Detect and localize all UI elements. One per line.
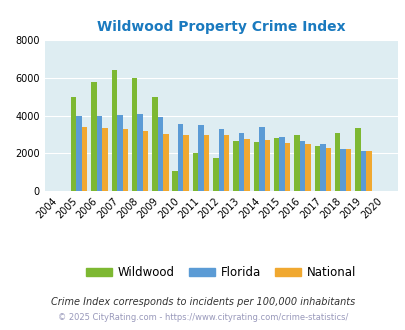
Bar — [365, 150, 371, 191]
Bar — [213, 158, 218, 191]
Bar — [334, 133, 339, 191]
Bar — [319, 144, 325, 191]
Bar — [122, 129, 128, 191]
Bar — [117, 115, 122, 191]
Bar — [345, 149, 350, 191]
Bar — [143, 131, 148, 191]
Bar — [273, 138, 279, 191]
Bar — [294, 135, 299, 191]
Bar — [279, 137, 284, 191]
Bar — [325, 148, 330, 191]
Bar — [339, 149, 345, 191]
Bar — [132, 78, 137, 191]
Bar — [253, 142, 258, 191]
Bar — [198, 125, 203, 191]
Bar — [111, 70, 117, 191]
Bar — [76, 115, 82, 191]
Bar — [183, 135, 188, 191]
Bar — [157, 117, 163, 191]
Bar — [82, 127, 87, 191]
Bar — [314, 146, 319, 191]
Bar — [163, 134, 168, 191]
Bar — [102, 128, 107, 191]
Text: Crime Index corresponds to incidents per 100,000 inhabitants: Crime Index corresponds to incidents per… — [51, 297, 354, 307]
Title: Wildwood Property Crime Index: Wildwood Property Crime Index — [97, 20, 345, 34]
Bar — [152, 96, 157, 191]
Bar — [284, 143, 290, 191]
Bar — [360, 150, 365, 191]
Bar — [299, 141, 305, 191]
Bar — [137, 114, 143, 191]
Bar — [354, 128, 360, 191]
Bar — [96, 115, 102, 191]
Text: © 2025 CityRating.com - https://www.cityrating.com/crime-statistics/: © 2025 CityRating.com - https://www.city… — [58, 313, 347, 322]
Bar — [71, 96, 76, 191]
Bar — [238, 133, 244, 191]
Bar — [192, 153, 198, 191]
Bar — [177, 124, 183, 191]
Bar — [258, 127, 264, 191]
Bar — [172, 172, 177, 191]
Bar — [203, 135, 209, 191]
Bar — [244, 139, 249, 191]
Bar — [224, 135, 229, 191]
Bar — [218, 129, 224, 191]
Bar — [264, 140, 269, 191]
Bar — [233, 141, 238, 191]
Bar — [91, 82, 96, 191]
Legend: Wildwood, Florida, National: Wildwood, Florida, National — [81, 261, 360, 283]
Bar — [305, 144, 310, 191]
